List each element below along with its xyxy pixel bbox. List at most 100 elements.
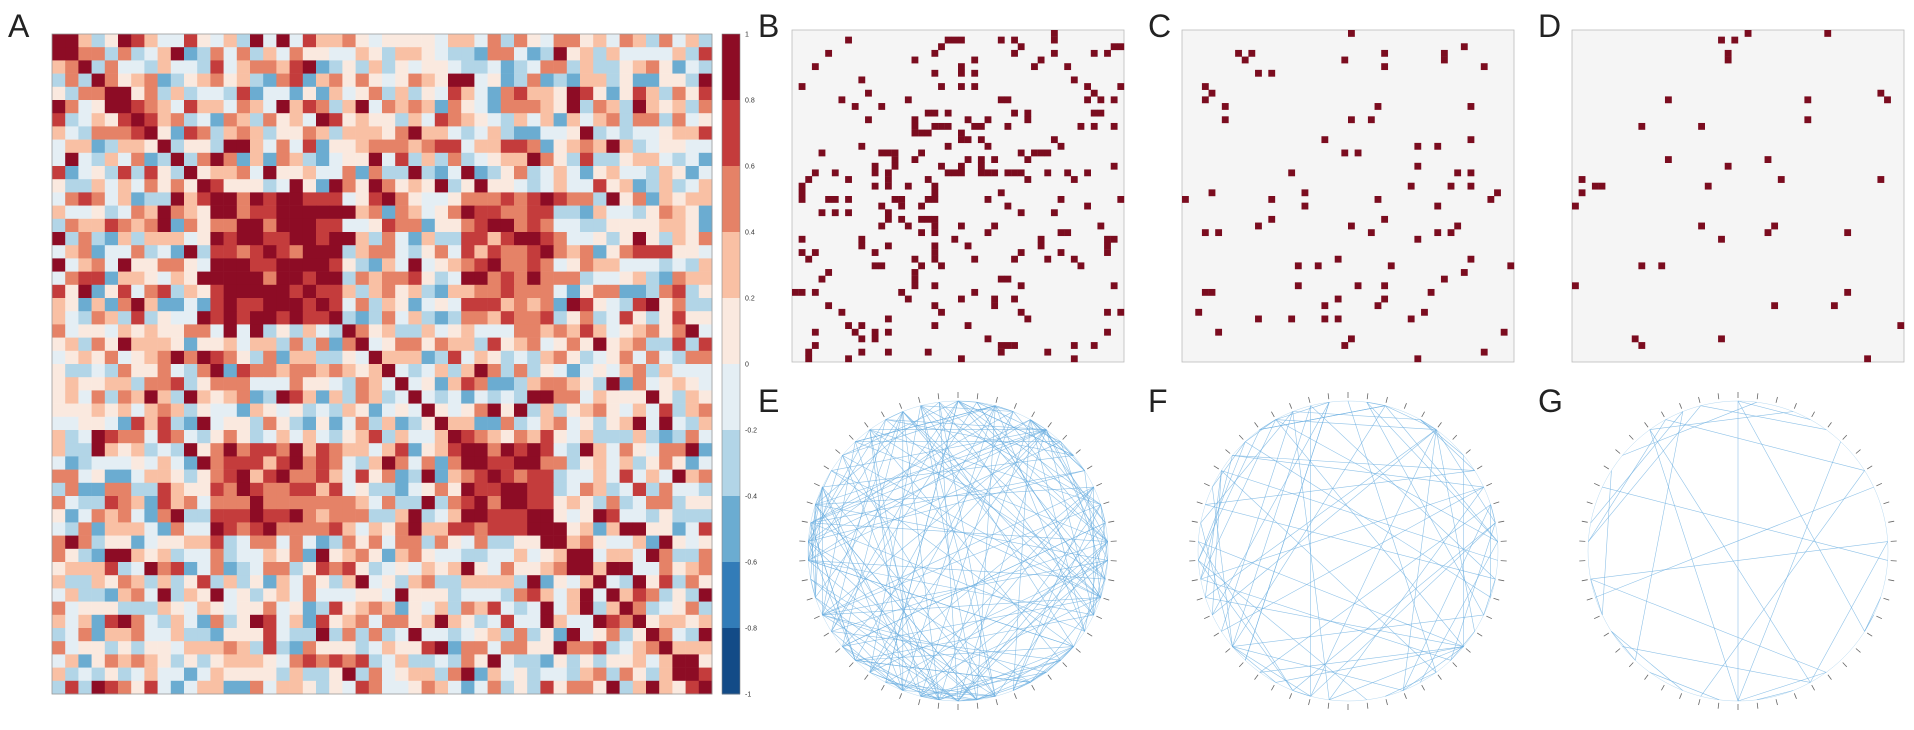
heatmap-cell [487, 535, 502, 550]
heatmap-cell [65, 73, 79, 88]
heatmap-cell [104, 324, 119, 338]
heatmap-cell [474, 430, 488, 444]
heatmap-cell [91, 535, 106, 550]
heatmap-cell [170, 601, 185, 616]
heatmap-cell [289, 86, 304, 101]
colorbar-bin [722, 364, 740, 431]
network-edge [1385, 405, 1437, 430]
heatmap-cell [289, 284, 304, 299]
adjacency-cell [1090, 89, 1098, 97]
heatmap-cell [421, 271, 436, 286]
network-edge [808, 429, 871, 542]
heatmap-cell [434, 456, 449, 470]
heatmap-cell [448, 232, 462, 246]
heatmap-cell [434, 152, 449, 167]
heatmap-cell [553, 496, 568, 510]
heatmap-cell [210, 298, 224, 312]
heatmap-cell [434, 271, 449, 286]
heatmap-cell [223, 232, 238, 246]
heatmap-cell [78, 628, 92, 642]
heatmap-cell [184, 311, 198, 325]
network-edge [1864, 597, 1881, 632]
heatmap-cell [236, 430, 251, 444]
network-node-label [1213, 465, 1220, 470]
network-edge [1198, 560, 1294, 691]
heatmap-cell [184, 443, 198, 457]
heatmap-cell [500, 298, 515, 312]
heatmap-cell [170, 179, 185, 193]
heatmap-cell [659, 179, 673, 193]
heatmap-cell [104, 496, 119, 510]
adjacency-cell [1764, 156, 1772, 163]
heatmap-cell [250, 245, 264, 259]
heatmap-cell [487, 192, 502, 206]
heatmap-cell [118, 298, 132, 312]
heatmap-cell [408, 377, 422, 391]
heatmap-cell [448, 166, 462, 180]
heatmap-cell [78, 284, 92, 299]
heatmap-cell [514, 562, 528, 576]
adjacency-cell [1057, 249, 1065, 256]
heatmap-cell [500, 680, 515, 695]
adjacency-cell [1017, 149, 1025, 157]
heatmap-cell [434, 166, 449, 180]
heatmap-cell [514, 232, 528, 246]
heatmap-cell [698, 443, 713, 457]
heatmap-cell [289, 113, 304, 127]
network-edge [831, 470, 1101, 598]
heatmap-cell [184, 337, 198, 352]
heatmap-cell [78, 337, 92, 352]
heatmap-cell [646, 284, 660, 299]
heatmap-cell [619, 430, 634, 444]
heatmap-cell [316, 126, 330, 140]
network-edge [1259, 405, 1386, 430]
heatmap-cell [448, 205, 462, 220]
heatmap-cell [448, 47, 462, 61]
heatmap-cell [461, 350, 475, 365]
heatmap-cell [144, 430, 158, 444]
heatmap-cell [342, 654, 356, 668]
heatmap-cell [250, 562, 264, 576]
network-edge [1060, 646, 1074, 661]
heatmap-cell [65, 258, 79, 272]
heatmap-cell [342, 34, 356, 48]
adjacency-cell [1255, 69, 1262, 77]
heatmap-cell [448, 245, 462, 259]
adjacency-cell [984, 142, 992, 150]
adjacency-cell [1658, 262, 1666, 270]
heatmap-cell [144, 667, 158, 682]
heatmap-cell [131, 364, 145, 378]
heatmap-cell [144, 113, 158, 127]
heatmap-cell [619, 179, 634, 193]
heatmap-cell [619, 324, 634, 338]
heatmap-cell [593, 192, 607, 206]
heatmap-cell [448, 496, 462, 510]
heatmap-cell [329, 284, 343, 299]
adjacency-cell [1348, 30, 1355, 37]
heatmap-cell [527, 535, 541, 550]
heatmap-cell [236, 377, 251, 391]
heatmap-cell [580, 575, 594, 589]
adjacency-cell [898, 202, 906, 210]
heatmap-cell [408, 654, 422, 668]
adjacency-cell [984, 335, 992, 343]
heatmap-cell [157, 469, 172, 484]
heatmap-cell [65, 601, 79, 616]
heatmap-cell [355, 86, 370, 101]
network-node-label [1679, 693, 1683, 699]
heatmap-cell [632, 588, 647, 602]
heatmap-cell [78, 258, 92, 272]
heatmap-cell [52, 535, 66, 550]
heatmap-cell [382, 377, 396, 391]
adjacency-cell [1011, 342, 1018, 349]
heatmap-cell [210, 496, 224, 510]
heatmap-cell [606, 641, 620, 655]
heatmap-cell [144, 601, 158, 616]
adjacency-cell [1117, 43, 1125, 51]
network-edge [1385, 672, 1437, 697]
adjacency-cell [918, 262, 925, 270]
heatmap-cell [527, 284, 541, 299]
heatmap-cell [302, 218, 317, 233]
heatmap-cell [276, 548, 290, 563]
heatmap-cell [553, 324, 568, 338]
